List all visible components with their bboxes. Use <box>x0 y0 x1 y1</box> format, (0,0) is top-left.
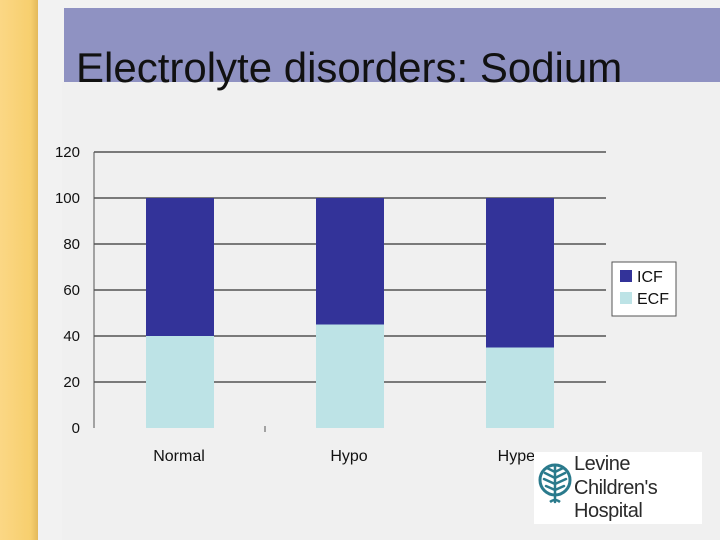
logo-text-line3: Hospital <box>574 500 643 522</box>
hospital-logo: Levine Children's Hospital <box>534 452 702 524</box>
logo-text-line2: Children's <box>574 477 658 499</box>
title-band <box>64 8 720 82</box>
bar-ecf-normal <box>146 336 214 428</box>
y-tick-label: 40 <box>63 328 80 345</box>
y-tick-label: 20 <box>63 374 80 391</box>
logo-text-line1: Levine <box>574 453 630 475</box>
y-tick-label: 80 <box>63 236 80 253</box>
y-tick-label: 100 <box>55 190 80 207</box>
bar-icf-hyper <box>486 198 554 348</box>
legend-swatch-icf <box>620 270 632 282</box>
bar-ecf-hypo <box>316 324 384 428</box>
bar-ecf-hyper <box>486 347 554 428</box>
x-tick-label: Normal <box>153 448 205 465</box>
y-tick-label: 60 <box>63 282 80 299</box>
tree-logo-icon <box>538 463 572 504</box>
bar-icf-normal <box>146 198 214 336</box>
legend-label-icf: ICF <box>637 269 663 286</box>
left-accent-bar <box>0 0 38 540</box>
legend-label-ecf: ECF <box>637 291 669 308</box>
bar-icf-hypo <box>316 198 384 325</box>
x-tick-label: Hypo <box>330 448 367 465</box>
legend-swatch-ecf <box>620 292 632 304</box>
y-tick-label: 0 <box>72 420 80 437</box>
slide-title: Electrolyte disorders: Sodium <box>76 44 623 91</box>
y-tick-label: 120 <box>55 144 80 161</box>
x-tick-label: Hyper <box>498 448 541 465</box>
